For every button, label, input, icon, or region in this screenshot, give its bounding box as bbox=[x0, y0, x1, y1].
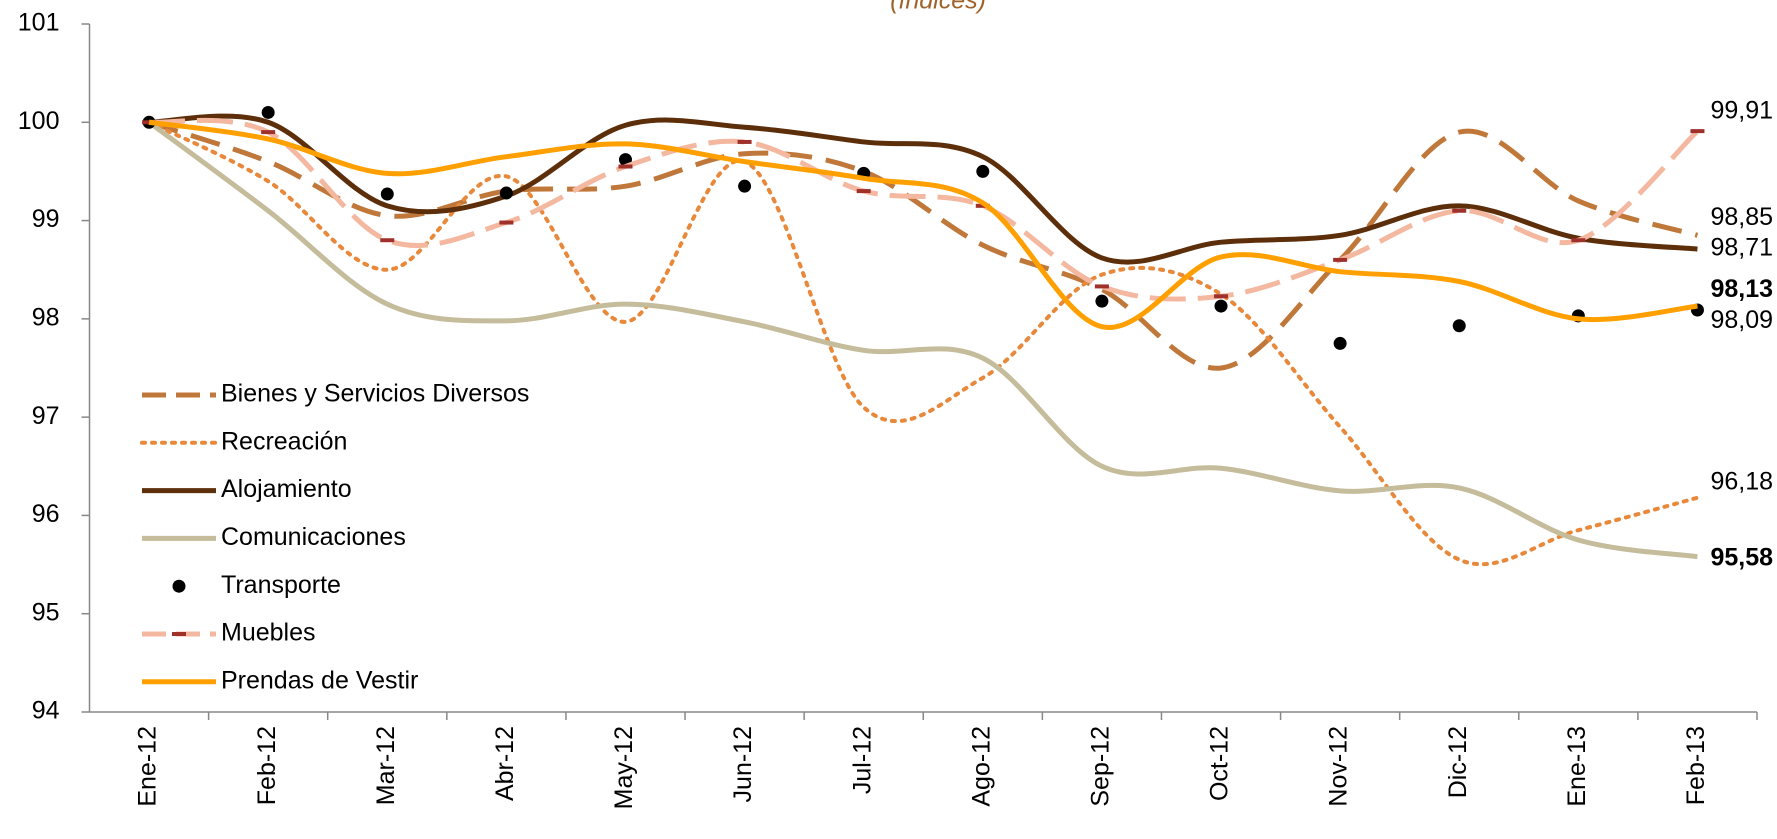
legend-label: Comunicaciones bbox=[221, 523, 406, 551]
legend-swatch bbox=[172, 579, 186, 593]
marker bbox=[976, 164, 990, 178]
legend-label: Alojamiento bbox=[221, 475, 352, 503]
x-tick-label: Jun-12 bbox=[729, 726, 757, 802]
value-label: 98,85 bbox=[1710, 203, 1773, 231]
series-line bbox=[148, 119, 1698, 330]
marker bbox=[499, 186, 513, 200]
marker bbox=[737, 139, 752, 144]
y-tick-label: 94 bbox=[32, 697, 60, 725]
value-label: 98,71 bbox=[1710, 234, 1773, 262]
marker bbox=[261, 105, 275, 119]
y-tick-label: 96 bbox=[32, 500, 60, 528]
value-label: 95,58 bbox=[1710, 544, 1773, 572]
marker bbox=[1214, 294, 1229, 299]
chart-subtitle: (índices) bbox=[890, 0, 986, 15]
value-label: 98,09 bbox=[1710, 306, 1773, 334]
x-tick-label: Feb-13 bbox=[1682, 726, 1710, 805]
legend-label: Transporte bbox=[221, 571, 341, 599]
marker bbox=[618, 164, 633, 169]
y-tick-label: 98 bbox=[32, 303, 60, 331]
legend-swatch bbox=[172, 632, 186, 636]
marker bbox=[1333, 336, 1347, 350]
legend-label: Prendas de Vestir bbox=[221, 666, 418, 694]
marker bbox=[1094, 284, 1109, 289]
marker bbox=[261, 130, 276, 135]
series-line bbox=[148, 113, 1698, 265]
x-tick-label: Oct-12 bbox=[1206, 726, 1234, 801]
series-line bbox=[147, 120, 1700, 567]
y-tick-label: 100 bbox=[18, 107, 60, 135]
series-line bbox=[148, 117, 1700, 302]
x-tick-label: Ago-12 bbox=[967, 726, 995, 807]
marker bbox=[1571, 238, 1586, 243]
marker bbox=[1095, 294, 1109, 308]
y-tick-label: 95 bbox=[32, 598, 60, 626]
marker bbox=[499, 220, 514, 225]
marker bbox=[1333, 257, 1348, 262]
legend-label: Bienes y Servicios Diversos bbox=[221, 380, 529, 408]
value-label: 99,91 bbox=[1710, 97, 1773, 125]
series-line bbox=[147, 120, 1698, 560]
x-tick-label: May-12 bbox=[610, 726, 638, 809]
y-tick-label: 99 bbox=[32, 205, 60, 233]
marker bbox=[1214, 299, 1228, 313]
y-tick-label: 101 bbox=[18, 9, 60, 37]
x-tick-label: Mar-12 bbox=[372, 726, 400, 805]
x-tick-label: Jul-12 bbox=[848, 726, 876, 794]
series-line bbox=[148, 119, 1699, 371]
marker bbox=[380, 187, 394, 201]
value-label: 96,18 bbox=[1710, 468, 1773, 496]
marker bbox=[738, 179, 752, 193]
marker bbox=[1690, 129, 1705, 134]
x-tick-label: Abr-12 bbox=[491, 726, 519, 801]
marker bbox=[1452, 319, 1466, 333]
x-tick-label: Dic-12 bbox=[1444, 726, 1472, 798]
legend-label: Recreación bbox=[221, 427, 347, 455]
marker bbox=[380, 238, 395, 243]
legend-label: Muebles bbox=[221, 619, 316, 647]
value-label: 98,13 bbox=[1710, 275, 1773, 303]
x-tick-label: Ene-12 bbox=[134, 726, 162, 807]
x-tick-label: Nov-12 bbox=[1325, 726, 1353, 807]
x-tick-label: Feb-12 bbox=[253, 726, 281, 805]
y-tick-label: 97 bbox=[32, 402, 60, 430]
marker bbox=[856, 189, 871, 194]
marker bbox=[1452, 208, 1467, 213]
x-tick-label: Sep-12 bbox=[1087, 726, 1115, 807]
x-tick-label: Ene-13 bbox=[1563, 726, 1591, 807]
